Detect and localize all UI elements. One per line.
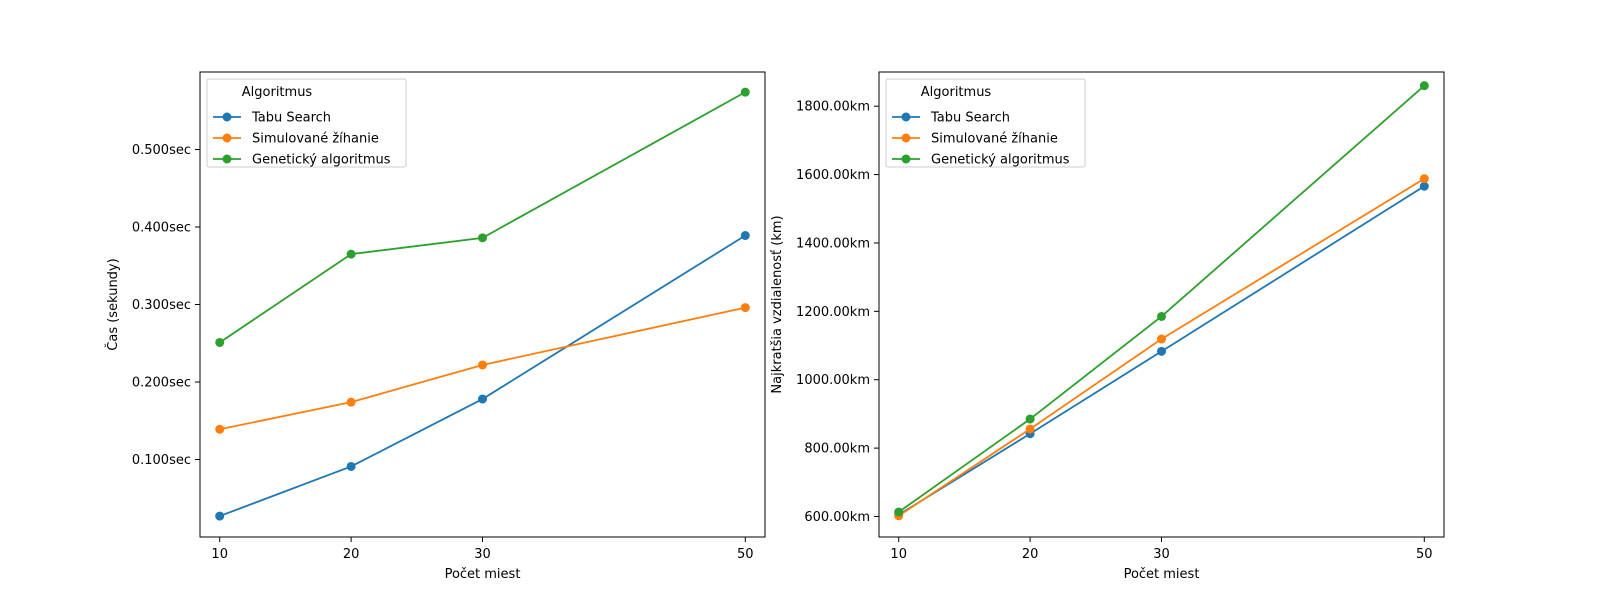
data-point — [478, 233, 487, 243]
legend-box — [885, 78, 1086, 168]
legend-entry-label: Genetický algoritmus — [252, 153, 391, 168]
x-tick-label: 10 — [890, 547, 907, 562]
legend-entry-label: Genetický algoritmus — [931, 153, 1070, 168]
data-point — [894, 507, 904, 517]
data-point — [346, 461, 356, 471]
x-tick-label: 30 — [474, 547, 491, 562]
legend: Algoritmus Tabu Search Simulované žíhanie G… — [206, 78, 407, 168]
series-line — [898, 185, 1425, 516]
chart-1: 10 20 30 50 0.100sec 0.200sec 0.300sec 0.400sec… — [105, 71, 766, 582]
x-axis-label: Počet miest — [445, 567, 521, 582]
x-tick-label: 30 — [1153, 547, 1170, 562]
data-point — [1157, 346, 1166, 356]
legend-entry-label: Simulované žíhanie — [931, 132, 1058, 147]
y-tick-label: 0.500sec — [132, 143, 191, 158]
y-tick-label: 1400.00km — [796, 236, 870, 251]
x-tick-label: 10 — [211, 547, 228, 562]
data-point — [740, 231, 750, 241]
x-tick-label: 50 — [737, 547, 754, 562]
data-point — [740, 87, 750, 97]
data-point — [1419, 81, 1429, 91]
data-point — [478, 394, 487, 404]
data-point — [215, 511, 225, 521]
series-line — [898, 177, 1425, 517]
data-point — [346, 397, 356, 407]
data-point — [740, 303, 750, 313]
series-line — [219, 91, 746, 344]
data-point — [346, 249, 356, 259]
data-point — [1025, 424, 1035, 434]
data-point — [1419, 174, 1429, 184]
series-line — [219, 234, 746, 517]
legend-marker — [222, 154, 232, 164]
legend-entry-label: Simulované žíhanie — [252, 132, 379, 147]
series-1 — [215, 231, 750, 521]
y-tick-label: 0.300sec — [132, 298, 191, 313]
series-line — [219, 306, 746, 431]
y-tick-label: 1800.00km — [796, 100, 870, 115]
x-tick-label: 50 — [1416, 547, 1433, 562]
legend-entry-label: Tabu Search — [251, 111, 331, 126]
x-tick-label: 20 — [1022, 547, 1039, 562]
series-2 — [215, 303, 750, 434]
data-point — [1157, 311, 1166, 321]
y-tick-label: 0.100sec — [132, 453, 191, 468]
data-point — [215, 337, 225, 347]
x-tick-label: 20 — [343, 547, 360, 562]
x-axis-label: Počet miest — [1124, 567, 1200, 582]
data-point — [1419, 181, 1429, 191]
legend-marker — [222, 133, 232, 143]
y-tick-label: 800.00km — [804, 442, 870, 457]
y-tick-label: 1000.00km — [796, 373, 870, 388]
legend-title: Algoritmus — [242, 85, 313, 100]
legend-title: Algoritmus — [921, 85, 992, 100]
y-tick-label: 1600.00km — [796, 168, 870, 183]
legend-marker — [901, 112, 911, 122]
legend-marker — [901, 154, 911, 164]
data-point — [478, 360, 487, 370]
legend: Algoritmus Tabu Search Simulované žíhanie G… — [885, 78, 1086, 168]
legend-marker — [901, 133, 911, 143]
chart-2: 10 20 30 50 600.00km 800.00km 1000.00km 1200.00… — [770, 71, 1445, 582]
y-tick-label: 0.400sec — [132, 221, 191, 236]
series-line — [898, 85, 1425, 513]
data-point — [1025, 414, 1035, 424]
y-tick-label: 0.200sec — [132, 376, 191, 391]
series-3 — [894, 81, 1429, 517]
data-point — [1157, 334, 1166, 344]
y-tick-label: 1200.00km — [796, 305, 870, 320]
y-tick-label: 600.00km — [804, 510, 870, 525]
legend-box — [206, 78, 407, 168]
y-axis-label: Najkratšia vzdialenosť (km) — [770, 215, 785, 393]
plots-container: 10 20 30 50 0.100sec 0.200sec 0.300sec 0.400sec… — [105, 71, 1445, 582]
legend-marker — [222, 112, 232, 122]
legend-entry-label: Tabu Search — [930, 111, 1010, 126]
y-axis-label: Čas (sekundy) — [105, 258, 121, 350]
series-3 — [215, 87, 750, 347]
data-point — [215, 424, 225, 434]
